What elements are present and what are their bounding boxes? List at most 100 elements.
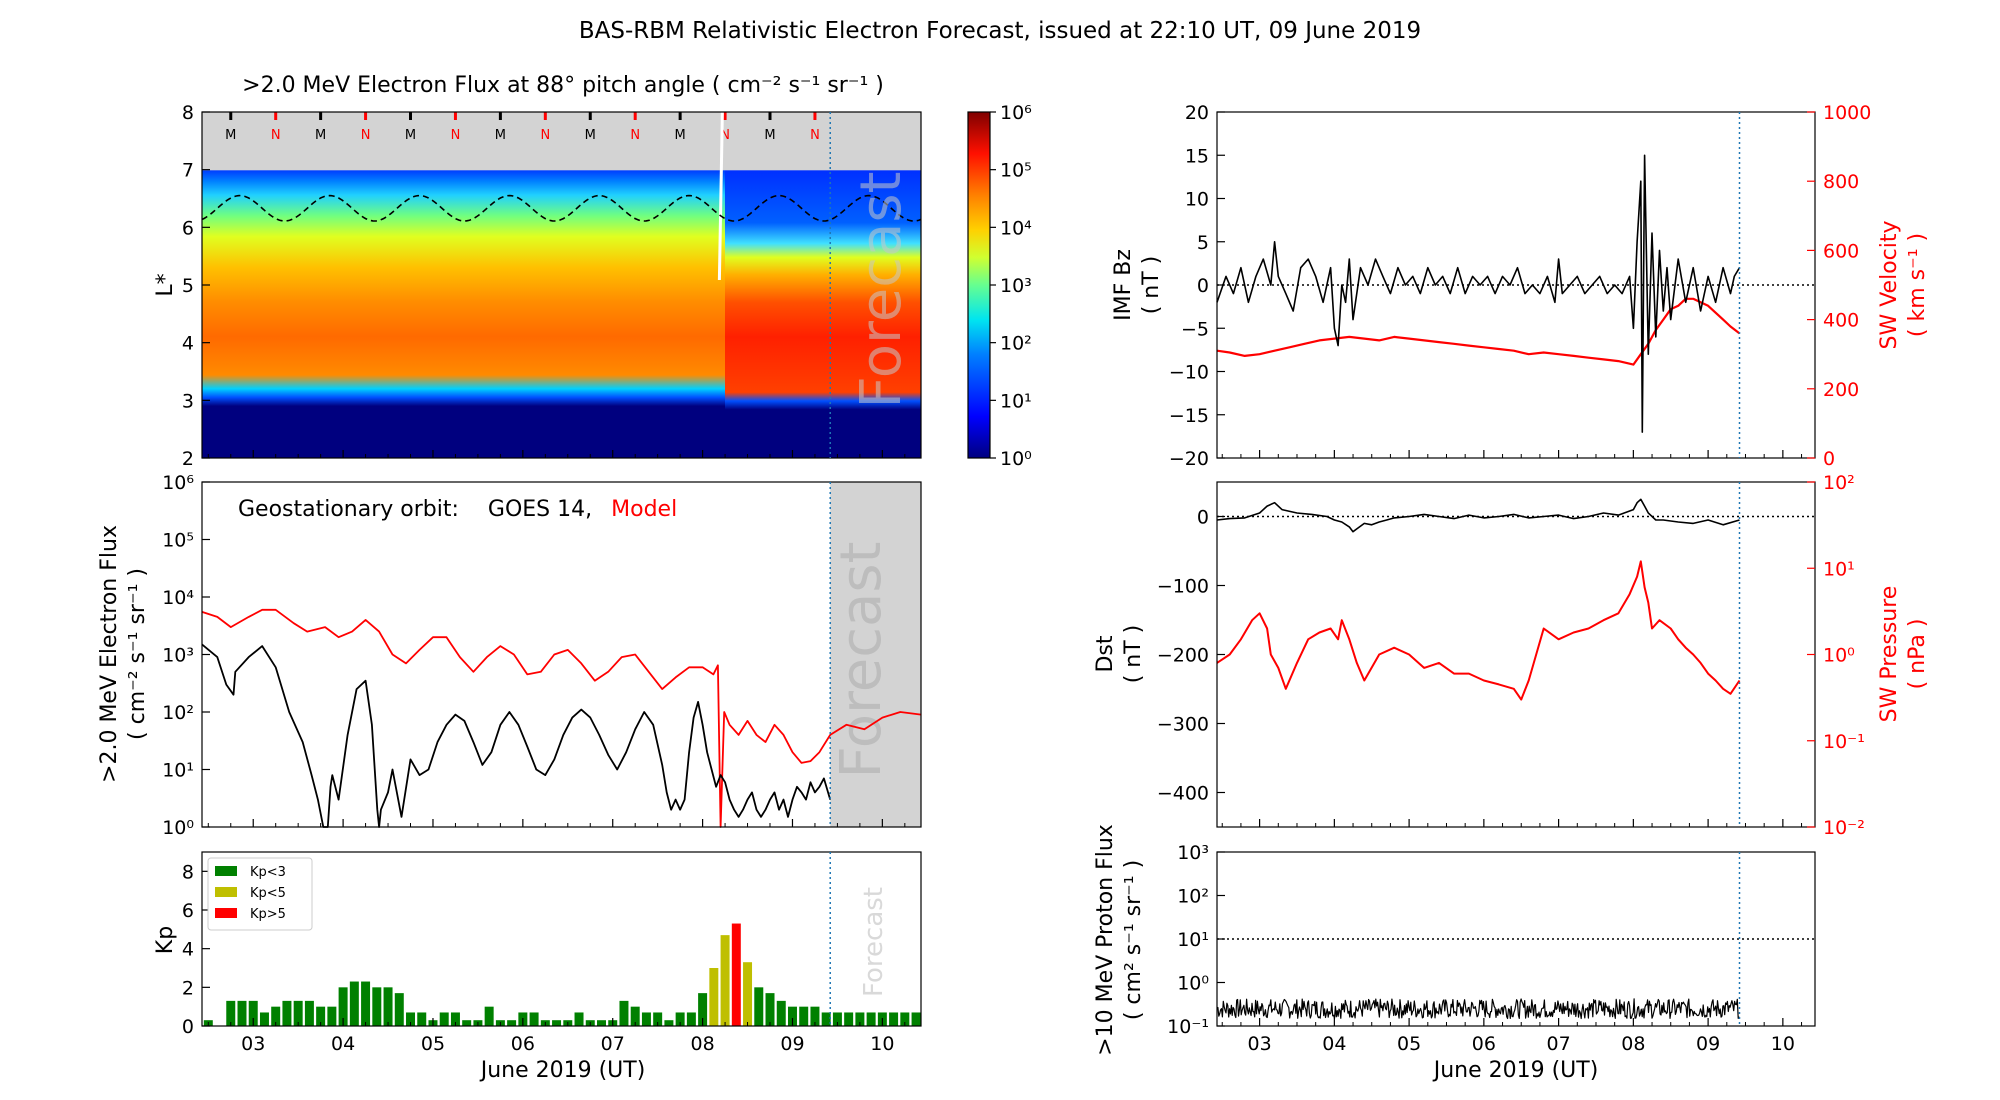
- y-tick-label: 20: [1185, 102, 1209, 124]
- x-tick-label: 09: [1696, 1033, 1720, 1055]
- y2-tick-label: 0: [1823, 448, 1835, 470]
- imf-bz-line: [1216, 154, 1741, 433]
- geo-annotation-prefix: Geostationary orbit:: [238, 497, 459, 522]
- y-tick-label: −400: [1157, 783, 1209, 805]
- x-tick-label: 04: [1322, 1033, 1346, 1055]
- proton-ylabel: >10 MeV Proton Flux: [1093, 824, 1118, 1056]
- dst-y2label: SW Pressure: [1877, 586, 1902, 723]
- flux-map-post-event: [725, 112, 921, 458]
- y-tick-label: 6: [182, 217, 194, 239]
- y-tick-label: −5: [1181, 318, 1209, 340]
- y-tick-label: 10¹: [162, 760, 194, 782]
- geo-annotation-model: Model: [611, 497, 677, 522]
- kp-bar: [911, 1012, 921, 1026]
- kp-forecast-watermark: Forecast: [859, 887, 889, 997]
- x-tick-label: 08: [1621, 1033, 1645, 1055]
- kp-legend-label-low: Kp<3: [250, 865, 286, 880]
- x-tick-label: 09: [780, 1033, 804, 1055]
- kp-bar: [686, 1012, 696, 1026]
- kp-bar: [855, 1012, 865, 1026]
- colorbar-tick-label: 10²: [1000, 333, 1032, 355]
- kp-legend-swatch-mid: [215, 887, 237, 897]
- x-tick-label: 03: [1248, 1033, 1272, 1055]
- y2-tick-label: 10⁻¹: [1823, 731, 1865, 753]
- kp-bar: [439, 1012, 449, 1026]
- y2-tick-label: 600: [1823, 240, 1859, 262]
- colorbar-ticks: 10⁰ 10¹ 10² 10³ 10⁴ 10⁵ 10⁶: [990, 102, 1032, 470]
- kp-bar: [675, 1012, 685, 1026]
- kp-bar: [810, 1006, 820, 1026]
- kp-bar: [664, 1020, 674, 1026]
- kp-bar: [417, 1012, 427, 1026]
- kp-frame: [201, 851, 922, 1027]
- y-tick-label: 10⁴: [162, 587, 194, 609]
- kp-ylabel: Kp: [153, 926, 178, 954]
- kp-bar: [349, 981, 359, 1026]
- mn-label: N: [271, 128, 281, 143]
- y-tick-label: 10¹: [1177, 929, 1209, 951]
- kp-bar: [799, 1006, 809, 1026]
- kp-bar: [450, 1012, 460, 1026]
- y2-tick-label: 10⁻²: [1823, 817, 1865, 839]
- x-tick-label: 05: [421, 1033, 445, 1055]
- y2-tick-label: 1000: [1823, 102, 1871, 124]
- sw-pressure-line: [1216, 560, 1741, 701]
- mn-label: N: [630, 128, 640, 143]
- kp-bar: [743, 962, 753, 1026]
- y-tick-label: −20: [1169, 448, 1209, 470]
- mn-label: N: [361, 128, 371, 143]
- flux-map-forecast-watermark: Forecast: [849, 172, 914, 409]
- x-tick-label: 06: [1472, 1033, 1496, 1055]
- colorbar-tick-label: 10¹: [1000, 390, 1032, 412]
- colorbar-tick-label: 10⁰: [1000, 448, 1032, 470]
- y-tick-label: −200: [1157, 645, 1209, 667]
- geo-ylabel: >2.0 MeV Electron Flux: [97, 525, 122, 783]
- proton-axes: 10⁻¹ 10⁰ 10¹ 10² 10³ 03 04 05 06 07 08 09 10: [1167, 842, 1803, 1055]
- kp-bar: [889, 1012, 899, 1026]
- kp-bars: [203, 923, 921, 1026]
- x-tick-label: 06: [511, 1033, 535, 1055]
- kp-bar: [394, 993, 404, 1026]
- geo-yunits: ( cm⁻² s⁻¹ sr⁻¹ ): [125, 568, 150, 740]
- colorbar-tick-label: 10³: [1000, 275, 1032, 297]
- colorbar-tick-label: 10⁶: [1000, 102, 1032, 124]
- y-tick-label: 4: [182, 939, 194, 961]
- kp-bar: [462, 1020, 472, 1026]
- mn-label: M: [764, 128, 775, 143]
- kp-bar: [259, 1012, 269, 1026]
- kp-bar: [383, 987, 393, 1026]
- kp-bar: [866, 1012, 876, 1026]
- x-tick-label: 05: [1397, 1033, 1421, 1055]
- kp-bar: [226, 1000, 236, 1026]
- kp-bar: [552, 1020, 562, 1026]
- dst-y2units: ( nPa ): [1905, 619, 1930, 690]
- kp-bar: [844, 1012, 854, 1026]
- mn-label: N: [540, 128, 550, 143]
- imf-lines: [1216, 154, 1815, 433]
- y-tick-label: 6: [182, 900, 194, 922]
- geo-forecast-watermark: Forecast: [829, 542, 894, 779]
- mn-label: M: [495, 128, 506, 143]
- kp-bar: [316, 1006, 326, 1026]
- kp-bar: [821, 1012, 831, 1026]
- kp-bar: [484, 1006, 494, 1026]
- y2-tick-label: 10²: [1823, 472, 1855, 494]
- dst-frame: [1216, 481, 1816, 828]
- mn-label: N: [451, 128, 461, 143]
- model-flux-line: [201, 608, 922, 828]
- kp-bar: [709, 968, 719, 1026]
- kp-bar: [304, 1000, 314, 1026]
- kp-legend-label-mid: Kp<5: [250, 886, 286, 901]
- y-tick-label: 10⁰: [162, 817, 194, 839]
- geo-annotation-observed: GOES 14,: [488, 497, 592, 522]
- kp-bar: [698, 993, 708, 1026]
- kp-legend-swatch-low: [215, 866, 237, 876]
- geo-flux-panel: Forecast 10⁰ 10¹ 10² 10³ 10⁴ 10⁵ 10⁶ Geostatio…: [97, 472, 922, 839]
- proton-yunits: ( cm² s⁻¹ sr⁻¹ ): [1121, 860, 1146, 1020]
- colorbar-tick-label: 10⁴: [1000, 217, 1032, 239]
- y-tick-label: −15: [1169, 405, 1209, 427]
- y-tick-label: 8: [182, 861, 194, 883]
- kp-bar: [372, 987, 382, 1026]
